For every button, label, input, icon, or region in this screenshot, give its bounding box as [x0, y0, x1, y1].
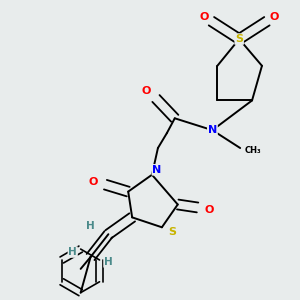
Text: H: H [104, 257, 113, 267]
Text: O: O [89, 177, 98, 187]
Text: H: H [86, 221, 95, 231]
Text: CH₃: CH₃ [245, 146, 262, 155]
Text: O: O [200, 12, 209, 22]
Text: N: N [208, 125, 217, 135]
Text: S: S [235, 34, 243, 44]
Text: O: O [141, 85, 151, 96]
Text: N: N [152, 165, 162, 175]
Text: H: H [68, 247, 77, 257]
Text: O: O [269, 12, 278, 22]
Text: S: S [168, 227, 176, 237]
Text: O: O [205, 206, 214, 215]
